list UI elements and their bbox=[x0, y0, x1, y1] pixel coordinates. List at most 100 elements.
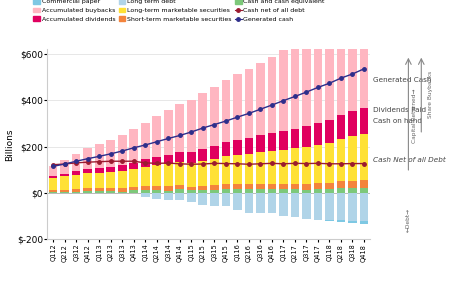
Bar bbox=[175, 162, 184, 185]
Bar bbox=[348, 193, 357, 221]
Bar bbox=[360, 134, 368, 180]
Bar bbox=[360, 221, 368, 224]
Bar bbox=[245, 69, 253, 138]
Text: ←Debt→: ←Debt→ bbox=[406, 208, 411, 232]
Bar bbox=[210, 146, 219, 159]
Bar bbox=[279, 50, 288, 131]
Bar bbox=[279, 150, 288, 184]
Legend: Commercial paper, Accumulated buybacks, Accumulated dividends, Long term debt, L: Commercial paper, Accumulated buybacks, … bbox=[32, 0, 327, 24]
Bar bbox=[267, 57, 276, 133]
Bar bbox=[141, 190, 150, 193]
Bar bbox=[337, 115, 345, 139]
Bar bbox=[279, 189, 288, 193]
Bar bbox=[153, 193, 161, 199]
Bar bbox=[337, 11, 345, 115]
Bar bbox=[141, 167, 150, 186]
Bar bbox=[49, 192, 57, 193]
Bar bbox=[95, 168, 103, 173]
Bar bbox=[199, 161, 207, 186]
Y-axis label: Billions: Billions bbox=[5, 128, 14, 161]
Bar bbox=[221, 184, 230, 188]
Bar bbox=[72, 189, 81, 192]
Bar bbox=[245, 138, 253, 154]
Bar bbox=[325, 21, 334, 120]
Bar bbox=[164, 193, 173, 200]
Bar bbox=[267, 193, 276, 213]
Bar bbox=[210, 185, 219, 189]
Bar bbox=[72, 171, 81, 175]
Bar bbox=[199, 186, 207, 190]
Bar bbox=[245, 193, 253, 212]
Bar bbox=[291, 148, 299, 184]
Bar bbox=[210, 159, 219, 185]
Bar bbox=[72, 154, 81, 171]
Bar bbox=[360, 180, 368, 188]
Bar bbox=[302, 193, 311, 219]
Bar bbox=[164, 186, 173, 191]
Text: Cash Net of all Debt: Cash Net of all Debt bbox=[373, 157, 446, 162]
Bar bbox=[153, 186, 161, 190]
Bar bbox=[291, 189, 299, 193]
Bar bbox=[164, 191, 173, 193]
Bar bbox=[221, 80, 230, 142]
Bar bbox=[49, 178, 57, 190]
Bar bbox=[325, 183, 334, 189]
Bar bbox=[129, 169, 138, 187]
Bar bbox=[348, 3, 357, 111]
Bar bbox=[210, 193, 219, 206]
Bar bbox=[83, 148, 92, 169]
Bar bbox=[129, 163, 138, 169]
Bar bbox=[199, 149, 207, 161]
Bar bbox=[106, 172, 115, 188]
Bar bbox=[118, 188, 127, 192]
Bar bbox=[129, 187, 138, 190]
Bar bbox=[106, 167, 115, 172]
Bar bbox=[118, 135, 127, 165]
Bar bbox=[153, 165, 161, 186]
Bar bbox=[106, 140, 115, 167]
Bar bbox=[302, 184, 311, 190]
Bar bbox=[279, 131, 288, 150]
Bar bbox=[72, 175, 81, 189]
Bar bbox=[49, 176, 57, 178]
Bar bbox=[175, 185, 184, 189]
Bar bbox=[256, 184, 264, 189]
Bar bbox=[221, 156, 230, 184]
Bar bbox=[221, 142, 230, 156]
Bar bbox=[348, 181, 357, 188]
Bar bbox=[60, 192, 69, 193]
Bar bbox=[256, 63, 264, 135]
Bar bbox=[337, 220, 345, 222]
Bar bbox=[337, 139, 345, 181]
Bar bbox=[314, 146, 322, 183]
Bar bbox=[118, 192, 127, 193]
Bar bbox=[337, 193, 345, 220]
Bar bbox=[60, 174, 69, 176]
Bar bbox=[83, 188, 92, 191]
Bar bbox=[279, 184, 288, 189]
Bar bbox=[348, 111, 357, 136]
Bar bbox=[302, 126, 311, 147]
Bar bbox=[175, 193, 184, 200]
Bar bbox=[314, 193, 322, 220]
Bar bbox=[141, 193, 150, 197]
Bar bbox=[49, 166, 57, 176]
Bar bbox=[106, 191, 115, 193]
Bar bbox=[187, 187, 196, 190]
Bar bbox=[187, 152, 196, 163]
Bar bbox=[60, 189, 69, 192]
Bar bbox=[267, 151, 276, 184]
Bar bbox=[256, 193, 264, 213]
Bar bbox=[291, 43, 299, 129]
Bar bbox=[118, 171, 127, 188]
Bar bbox=[267, 189, 276, 193]
Bar bbox=[175, 152, 184, 162]
Bar bbox=[153, 116, 161, 157]
Bar bbox=[141, 186, 150, 190]
Bar bbox=[291, 193, 299, 217]
Bar bbox=[95, 188, 103, 191]
Bar bbox=[187, 193, 196, 202]
Bar bbox=[360, 0, 368, 108]
Bar bbox=[360, 108, 368, 134]
Bar bbox=[153, 190, 161, 193]
